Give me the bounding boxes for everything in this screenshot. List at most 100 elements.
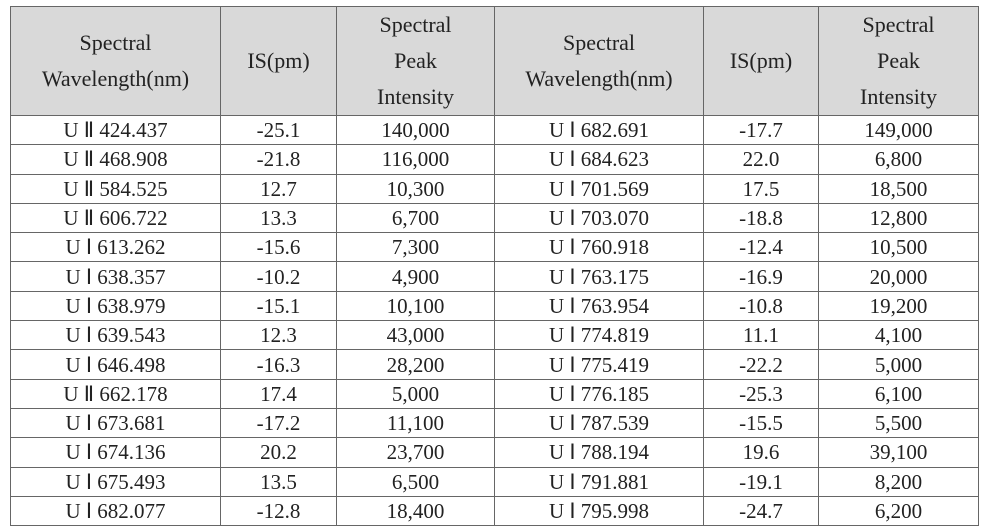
header-cell: Spectral Wavelength(nm) bbox=[494, 6, 704, 116]
table-row: U Ⅱ 606.722 13.3 6,700 U Ⅰ 703.070 -18.8 12,8… bbox=[10, 202, 979, 234]
table-cell: 18,400 bbox=[336, 495, 495, 527]
table-cell: 6,200 bbox=[818, 495, 979, 527]
table-cell: 20,000 bbox=[818, 261, 979, 292]
header-text: Spectral bbox=[379, 12, 452, 37]
table-row: U Ⅰ 682.077 -12.8 18,400 U Ⅰ 795.998 -24.7 6,… bbox=[10, 495, 979, 527]
header-row: Spectral Wavelength(nm) IS(pm) Spectral Peak… bbox=[10, 6, 979, 116]
table-body: U Ⅱ 424.437 -25.1 140,000 U Ⅰ 682.691 -17.7 1… bbox=[10, 114, 979, 527]
table-cell: U Ⅰ 795.998 bbox=[494, 495, 704, 527]
table-cell: U Ⅰ 791.881 bbox=[494, 466, 704, 497]
table-cell: 5,000 bbox=[336, 378, 495, 409]
table-cell: 6,700 bbox=[336, 202, 495, 234]
table-cell: 4,900 bbox=[336, 261, 495, 292]
table-cell: U Ⅰ 788.194 bbox=[494, 437, 704, 468]
table-cell: -24.7 bbox=[703, 495, 819, 527]
table-cell: 10,300 bbox=[336, 173, 495, 204]
table-cell: -15.1 bbox=[220, 290, 337, 322]
table-cell: -16.9 bbox=[703, 261, 819, 292]
table-cell: -17.2 bbox=[220, 407, 337, 439]
table-cell: -21.8 bbox=[220, 144, 337, 175]
table-cell: -22.2 bbox=[703, 349, 819, 380]
table-cell: U Ⅱ 584.525 bbox=[10, 173, 221, 204]
header-cell: Spectral Peak Intensity bbox=[336, 6, 495, 116]
header-text: Wavelength(nm) bbox=[525, 66, 673, 91]
table-cell: 13.3 bbox=[220, 202, 337, 234]
table-cell: 12,800 bbox=[818, 202, 979, 234]
table-cell: U Ⅱ 662.178 bbox=[10, 378, 221, 409]
table-cell: U Ⅰ 646.498 bbox=[10, 349, 221, 380]
header-text: IS(pm) bbox=[247, 48, 310, 73]
table-cell: 23,700 bbox=[336, 437, 495, 468]
table-cell: 116,000 bbox=[336, 144, 495, 175]
table-cell: 5,500 bbox=[818, 407, 979, 439]
table-cell: 17.5 bbox=[703, 173, 819, 204]
header-cell: IS(pm) bbox=[703, 6, 819, 116]
table-cell: -12.8 bbox=[220, 495, 337, 527]
table-cell: 43,000 bbox=[336, 320, 495, 351]
table-cell: 11,100 bbox=[336, 407, 495, 439]
header-text: Spectral bbox=[862, 12, 935, 37]
data-table: Spectral Wavelength(nm) IS(pm) Spectral Peak… bbox=[10, 6, 979, 527]
table-cell: 6,800 bbox=[818, 144, 979, 175]
header-text: IS(pm) bbox=[729, 48, 793, 73]
table-cell: U Ⅱ 468.908 bbox=[10, 144, 221, 175]
table-row: U Ⅱ 468.908 -21.8 116,000 U Ⅰ 684.623 22.0 6,… bbox=[10, 144, 979, 175]
table-cell: 28,200 bbox=[336, 349, 495, 380]
table-row: U Ⅱ 424.437 -25.1 140,000 U Ⅰ 682.691 -17.7 1… bbox=[10, 114, 979, 146]
table-cell: U Ⅱ 606.722 bbox=[10, 202, 221, 234]
table-cell: U Ⅰ 775.419 bbox=[494, 349, 704, 380]
table-cell: 39,100 bbox=[818, 437, 979, 468]
table-cell: -25.1 bbox=[220, 114, 337, 146]
table-cell: 11.1 bbox=[703, 320, 819, 351]
table-row: U Ⅰ 674.136 20.2 23,700 U Ⅰ 788.194 19.6 39,1… bbox=[10, 437, 979, 468]
table-row: U Ⅱ 584.525 12.7 10,300 U Ⅰ 701.569 17.5 18,5… bbox=[10, 173, 979, 204]
table-row: U Ⅰ 673.681 -17.2 11,100 U Ⅰ 787.539 -15.5 5,… bbox=[10, 407, 979, 439]
table-cell: U Ⅰ 703.070 bbox=[494, 202, 704, 234]
header-text: Spectral bbox=[562, 30, 636, 55]
table-cell: U Ⅰ 673.681 bbox=[10, 407, 221, 439]
table-cell: 6,500 bbox=[336, 466, 495, 497]
table-cell: -17.7 bbox=[703, 114, 819, 146]
table-cell: 19,200 bbox=[818, 290, 979, 322]
table-cell: 19.6 bbox=[703, 437, 819, 468]
table-cell: 10,500 bbox=[818, 232, 979, 263]
table-cell: U Ⅰ 674.136 bbox=[10, 437, 221, 468]
table-cell: U Ⅰ 684.623 bbox=[494, 144, 704, 175]
table-cell: U Ⅱ 424.437 bbox=[10, 114, 221, 146]
header-text: Spectral bbox=[79, 30, 152, 55]
table-row: U Ⅰ 613.262 -15.6 7,300 U Ⅰ 760.918 -12.4 10,… bbox=[10, 232, 979, 263]
table-row: U Ⅱ 662.178 17.4 5,000 U Ⅰ 776.185 -25.3 6,10… bbox=[10, 378, 979, 409]
table-cell: 13.5 bbox=[220, 466, 337, 497]
table-cell: 12.3 bbox=[220, 320, 337, 351]
header-text: Peak bbox=[394, 48, 437, 73]
table-cell: U Ⅰ 682.077 bbox=[10, 495, 221, 527]
table-cell: 18,500 bbox=[818, 173, 979, 204]
table-cell: 5,000 bbox=[818, 349, 979, 380]
table-cell: U Ⅰ 763.954 bbox=[494, 290, 704, 322]
header-cell: IS(pm) bbox=[220, 6, 337, 116]
table-cell: 7,300 bbox=[336, 232, 495, 263]
table-cell: 4,100 bbox=[818, 320, 979, 351]
table-cell: 12.7 bbox=[220, 173, 337, 204]
table-cell: -10.2 bbox=[220, 261, 337, 292]
table-cell: -15.6 bbox=[220, 232, 337, 263]
table-cell: 8,200 bbox=[818, 466, 979, 497]
table-cell: U Ⅰ 787.539 bbox=[494, 407, 704, 439]
table-cell: U Ⅰ 638.357 bbox=[10, 261, 221, 292]
table-row: U Ⅰ 638.357 -10.2 4,900 U Ⅰ 763.175 -16.9 20,… bbox=[10, 261, 979, 292]
table-cell: U Ⅰ 613.262 bbox=[10, 232, 221, 263]
table-cell: 22.0 bbox=[703, 144, 819, 175]
header-text: Peak bbox=[877, 48, 920, 73]
table-row: U Ⅰ 639.543 12.3 43,000 U Ⅰ 774.819 11.1 4,10… bbox=[10, 320, 979, 351]
table-cell: 6,100 bbox=[818, 378, 979, 409]
table-cell: U Ⅰ 760.918 bbox=[494, 232, 704, 263]
table-row: U Ⅰ 646.498 -16.3 28,200 U Ⅰ 775.419 -22.2 5,… bbox=[10, 349, 979, 380]
table-cell: U Ⅰ 763.175 bbox=[494, 261, 704, 292]
table-cell: U Ⅰ 776.185 bbox=[494, 378, 704, 409]
table-cell: U Ⅰ 638.979 bbox=[10, 290, 221, 322]
table-cell: -12.4 bbox=[703, 232, 819, 263]
table-cell: U Ⅰ 639.543 bbox=[10, 320, 221, 351]
table-row: U Ⅰ 638.979 -15.1 10,100 U Ⅰ 763.954 -10.8 19… bbox=[10, 290, 979, 322]
table-cell: -19.1 bbox=[703, 466, 819, 497]
header-text: Intensity bbox=[377, 84, 454, 109]
